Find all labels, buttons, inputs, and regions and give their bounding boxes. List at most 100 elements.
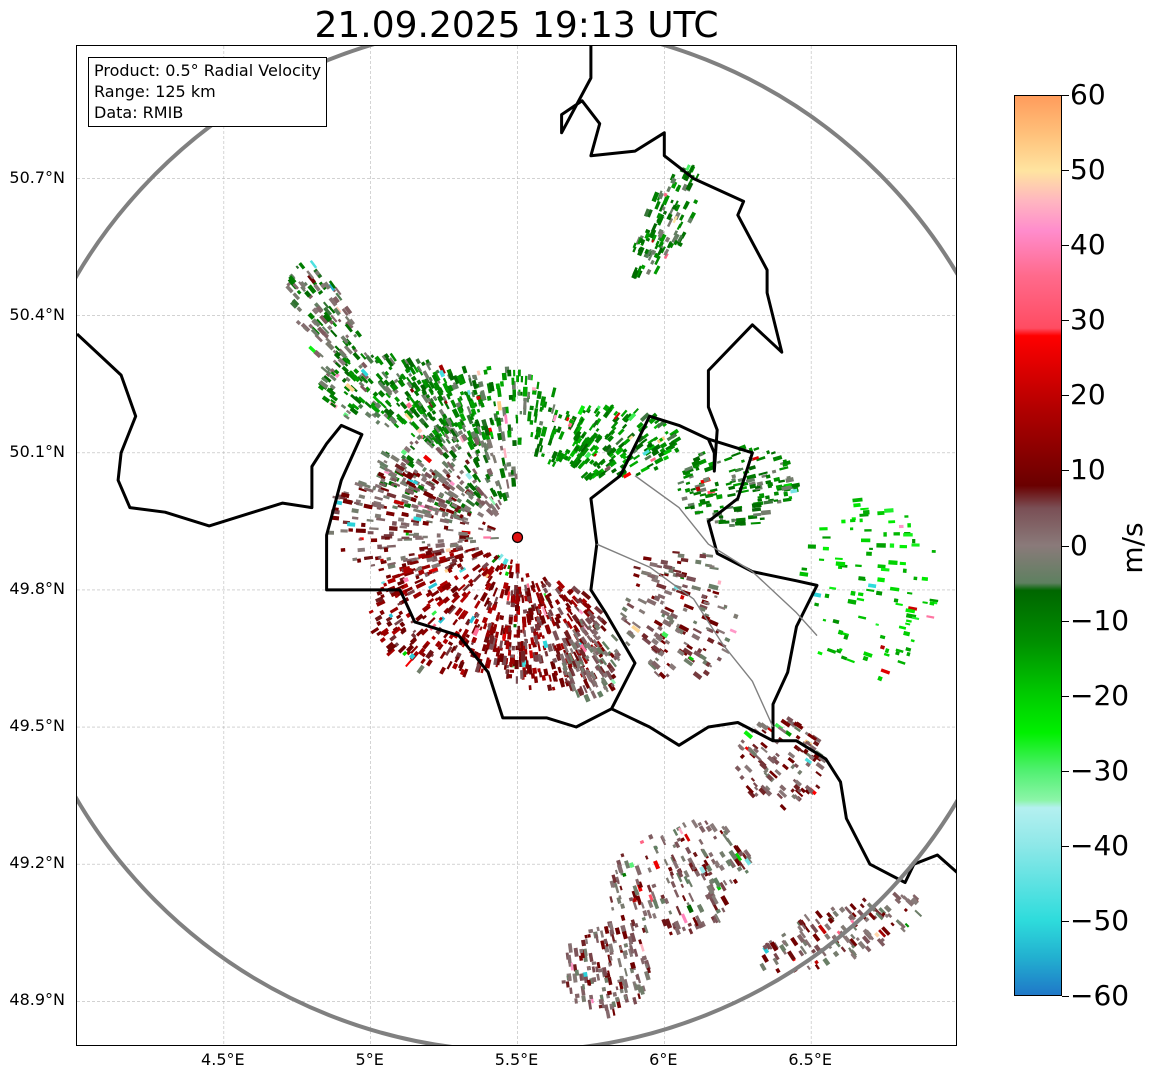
echo-gate [492, 454, 497, 464]
echo-gate [523, 397, 528, 402]
echo-gate [509, 559, 514, 565]
echo-gate [705, 626, 710, 631]
echo-region [561, 920, 651, 1019]
echo-gate [744, 869, 749, 874]
echo-gate [779, 944, 787, 953]
echo-gate [378, 482, 386, 487]
echo-gate [428, 376, 433, 382]
echo-gate [431, 610, 438, 616]
echo-region [368, 547, 548, 678]
echo-gate [298, 281, 306, 290]
echo-gate [580, 660, 585, 667]
echo-gate [388, 613, 394, 619]
echo-gate [307, 284, 317, 294]
echo-gate [571, 585, 581, 595]
echo-gate [621, 413, 631, 423]
echo-gate [355, 499, 361, 504]
colorbar-tick [1062, 320, 1069, 322]
echo-gate [653, 436, 659, 442]
echo-gate [389, 606, 399, 614]
echo-gate [656, 212, 662, 219]
echo-gate [796, 933, 806, 944]
echo-gate [442, 451, 450, 460]
echo-gate [503, 448, 508, 459]
echo-gate [494, 647, 499, 653]
echo-gate [706, 884, 715, 895]
echo-gate [340, 492, 350, 499]
echo-gate [355, 528, 366, 534]
echo-gate [350, 393, 356, 400]
echo-gate [567, 943, 573, 953]
echo-gate [765, 474, 771, 479]
echo-gate [399, 576, 406, 582]
echo-gate [453, 374, 460, 385]
echo-gate [857, 940, 867, 950]
echo-gate [592, 651, 600, 661]
echo-gate [399, 481, 407, 487]
echo-gate [291, 298, 300, 307]
echo-gate [522, 662, 526, 667]
echo-gate [452, 591, 459, 598]
echo-gate [641, 632, 649, 640]
echo-gate [474, 600, 481, 609]
echo-gate [629, 967, 635, 974]
echo-gate [435, 369, 440, 374]
echo-gate [704, 893, 712, 900]
echo-gate [609, 460, 617, 468]
echo-gate [444, 400, 448, 405]
echo-gate [744, 857, 752, 866]
colorbar-tick [1062, 245, 1069, 247]
echo-gate [463, 464, 472, 474]
echo-gate [428, 506, 438, 513]
echo-gate [340, 529, 348, 533]
echo-gate [533, 634, 539, 645]
echo-gate [712, 919, 716, 924]
echo-gate [434, 551, 442, 557]
echo-gate [486, 601, 493, 611]
echo-gate [466, 436, 475, 446]
echo-gate [420, 361, 426, 367]
echo-gate [712, 877, 722, 888]
echo-gate [570, 642, 578, 650]
echo-gate [662, 618, 673, 628]
echo-gate [627, 412, 637, 422]
echo-gate [516, 572, 519, 579]
echo-gate [478, 381, 484, 388]
echo-gate [632, 246, 637, 253]
echo-gate [604, 445, 613, 454]
echo-gate [509, 657, 514, 668]
echo-gate [464, 520, 470, 525]
colorbar-tick-label: 10 [1070, 453, 1106, 487]
echo-gate [628, 948, 634, 958]
echo-gate [576, 421, 582, 428]
echo-gate [447, 384, 454, 393]
echo-gate [509, 654, 515, 658]
echo-gate [684, 465, 694, 472]
echo-gate [879, 634, 886, 640]
echo-gate [616, 897, 622, 905]
echo-gate [563, 637, 570, 647]
echo-gate [704, 493, 714, 499]
echo-gate [432, 395, 438, 401]
echo-gate [430, 416, 437, 422]
echo-gate [459, 521, 466, 525]
echo-gate [593, 407, 599, 414]
echo-gate [754, 753, 762, 762]
echo-gate [700, 848, 709, 858]
echo-gate [599, 930, 604, 938]
echo-gate [624, 619, 631, 626]
echo-gate [558, 430, 565, 440]
echo-gate [565, 602, 572, 610]
echo-gate [606, 434, 614, 443]
radar-site-marker[interactable] [511, 531, 524, 543]
echo-gate [400, 583, 409, 590]
radar-map[interactable] [76, 45, 957, 1046]
echo-gate [503, 564, 508, 570]
echo-gate [548, 674, 552, 682]
echo-gate [451, 457, 457, 462]
echo-gate [412, 522, 419, 527]
echo-gate [644, 855, 649, 860]
echo-gate [637, 993, 641, 1000]
echo-gate [905, 619, 912, 623]
echo-gate [466, 389, 471, 396]
